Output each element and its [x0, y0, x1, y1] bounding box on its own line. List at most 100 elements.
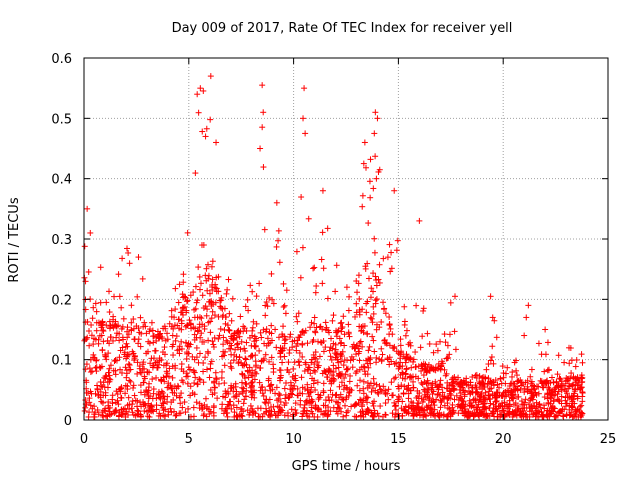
data-point — [213, 288, 220, 295]
data-point — [407, 342, 414, 349]
data-point — [329, 317, 336, 324]
data-point — [249, 288, 256, 295]
data-point — [570, 374, 577, 381]
data-point — [578, 372, 585, 379]
data-point — [206, 374, 213, 381]
data-point — [368, 388, 375, 395]
data-point — [570, 413, 577, 420]
data-point — [166, 320, 173, 327]
data-point — [222, 348, 229, 355]
data-point — [148, 402, 155, 409]
data-point — [521, 385, 528, 392]
data-point — [489, 343, 496, 350]
data-point — [365, 275, 372, 282]
data-point — [135, 410, 142, 417]
data-point — [82, 397, 89, 404]
data-point — [185, 364, 192, 371]
data-point — [386, 313, 393, 320]
data-point — [279, 407, 286, 414]
data-point — [441, 331, 448, 338]
data-point — [354, 343, 361, 350]
data-point — [355, 350, 362, 357]
data-point — [533, 391, 540, 398]
data-point — [270, 365, 277, 372]
data-point — [340, 362, 347, 369]
data-point — [278, 347, 285, 354]
data-point — [116, 337, 123, 344]
data-point — [371, 380, 378, 387]
data-point — [376, 383, 383, 390]
data-point — [538, 409, 545, 416]
data-point — [458, 407, 465, 414]
data-point — [521, 332, 528, 339]
data-point — [123, 408, 130, 415]
data-point — [372, 109, 379, 116]
data-point — [236, 391, 243, 398]
data-point — [107, 334, 114, 341]
data-point — [485, 392, 492, 399]
data-point — [175, 316, 182, 323]
data-point — [100, 379, 107, 386]
data-point — [299, 340, 306, 347]
data-point — [332, 346, 339, 353]
data-point — [194, 328, 201, 335]
data-point — [312, 349, 319, 356]
data-point — [244, 296, 251, 303]
data-point — [511, 380, 518, 387]
data-point — [550, 408, 557, 415]
data-point — [203, 277, 210, 284]
data-point — [119, 344, 126, 351]
data-point — [320, 411, 327, 418]
data-point — [201, 411, 208, 418]
data-point — [382, 400, 389, 407]
data-point — [361, 364, 368, 371]
data-point — [370, 337, 377, 344]
data-point — [290, 365, 297, 372]
data-point — [412, 349, 419, 356]
data-point — [130, 385, 137, 392]
data-point — [229, 295, 236, 302]
data-point — [138, 369, 145, 376]
data-point — [455, 374, 462, 381]
data-point — [95, 391, 102, 398]
data-point — [122, 364, 129, 371]
data-point — [233, 404, 240, 411]
data-point — [193, 399, 200, 406]
data-point — [354, 382, 361, 389]
data-point — [128, 319, 135, 326]
data-point — [193, 299, 200, 306]
data-point — [544, 390, 551, 397]
data-point — [419, 333, 426, 340]
data-point — [429, 397, 436, 404]
data-point — [365, 220, 372, 227]
data-point — [373, 321, 380, 328]
data-point — [420, 305, 427, 312]
data-point — [269, 386, 276, 393]
data-point — [338, 328, 345, 335]
data-point — [161, 378, 168, 385]
data-point — [140, 379, 147, 386]
data-point — [301, 85, 308, 92]
data-point — [306, 413, 313, 420]
data-point — [523, 314, 530, 321]
data-point — [517, 408, 524, 415]
data-point — [371, 130, 378, 137]
data-point — [127, 366, 134, 373]
data-point — [246, 411, 253, 418]
data-point — [225, 276, 232, 283]
data-point — [301, 368, 308, 375]
data-point — [353, 351, 360, 358]
data-point — [293, 409, 300, 416]
data-point — [308, 319, 315, 326]
data-point — [257, 145, 264, 152]
data-point — [241, 345, 248, 352]
data-point — [307, 370, 314, 377]
data-point — [206, 410, 213, 417]
data-point — [334, 404, 341, 411]
data-point — [178, 390, 185, 397]
data-point — [398, 349, 405, 356]
data-point — [393, 247, 400, 254]
data-point — [341, 331, 348, 338]
data-point — [180, 271, 187, 278]
data-point — [432, 367, 439, 374]
